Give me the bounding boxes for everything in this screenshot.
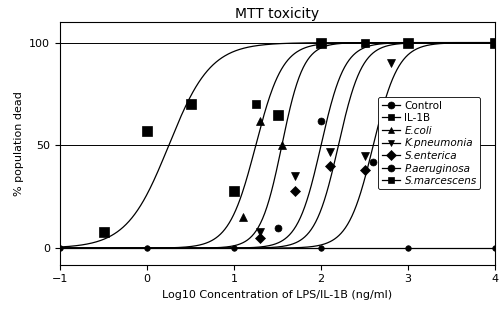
Title: MTT toxicity: MTT toxicity [236, 7, 320, 21]
Legend: Control, IL-1B, E.coli, K.pneumonia, S.enterica, P.aeruginosa, S.marcescens: Control, IL-1B, E.coli, K.pneumonia, S.e… [378, 97, 480, 189]
Y-axis label: % population dead: % population dead [14, 91, 24, 196]
X-axis label: Log10 Concentration of LPS/IL-1B (ng/ml): Log10 Concentration of LPS/IL-1B (ng/ml) [162, 290, 392, 300]
